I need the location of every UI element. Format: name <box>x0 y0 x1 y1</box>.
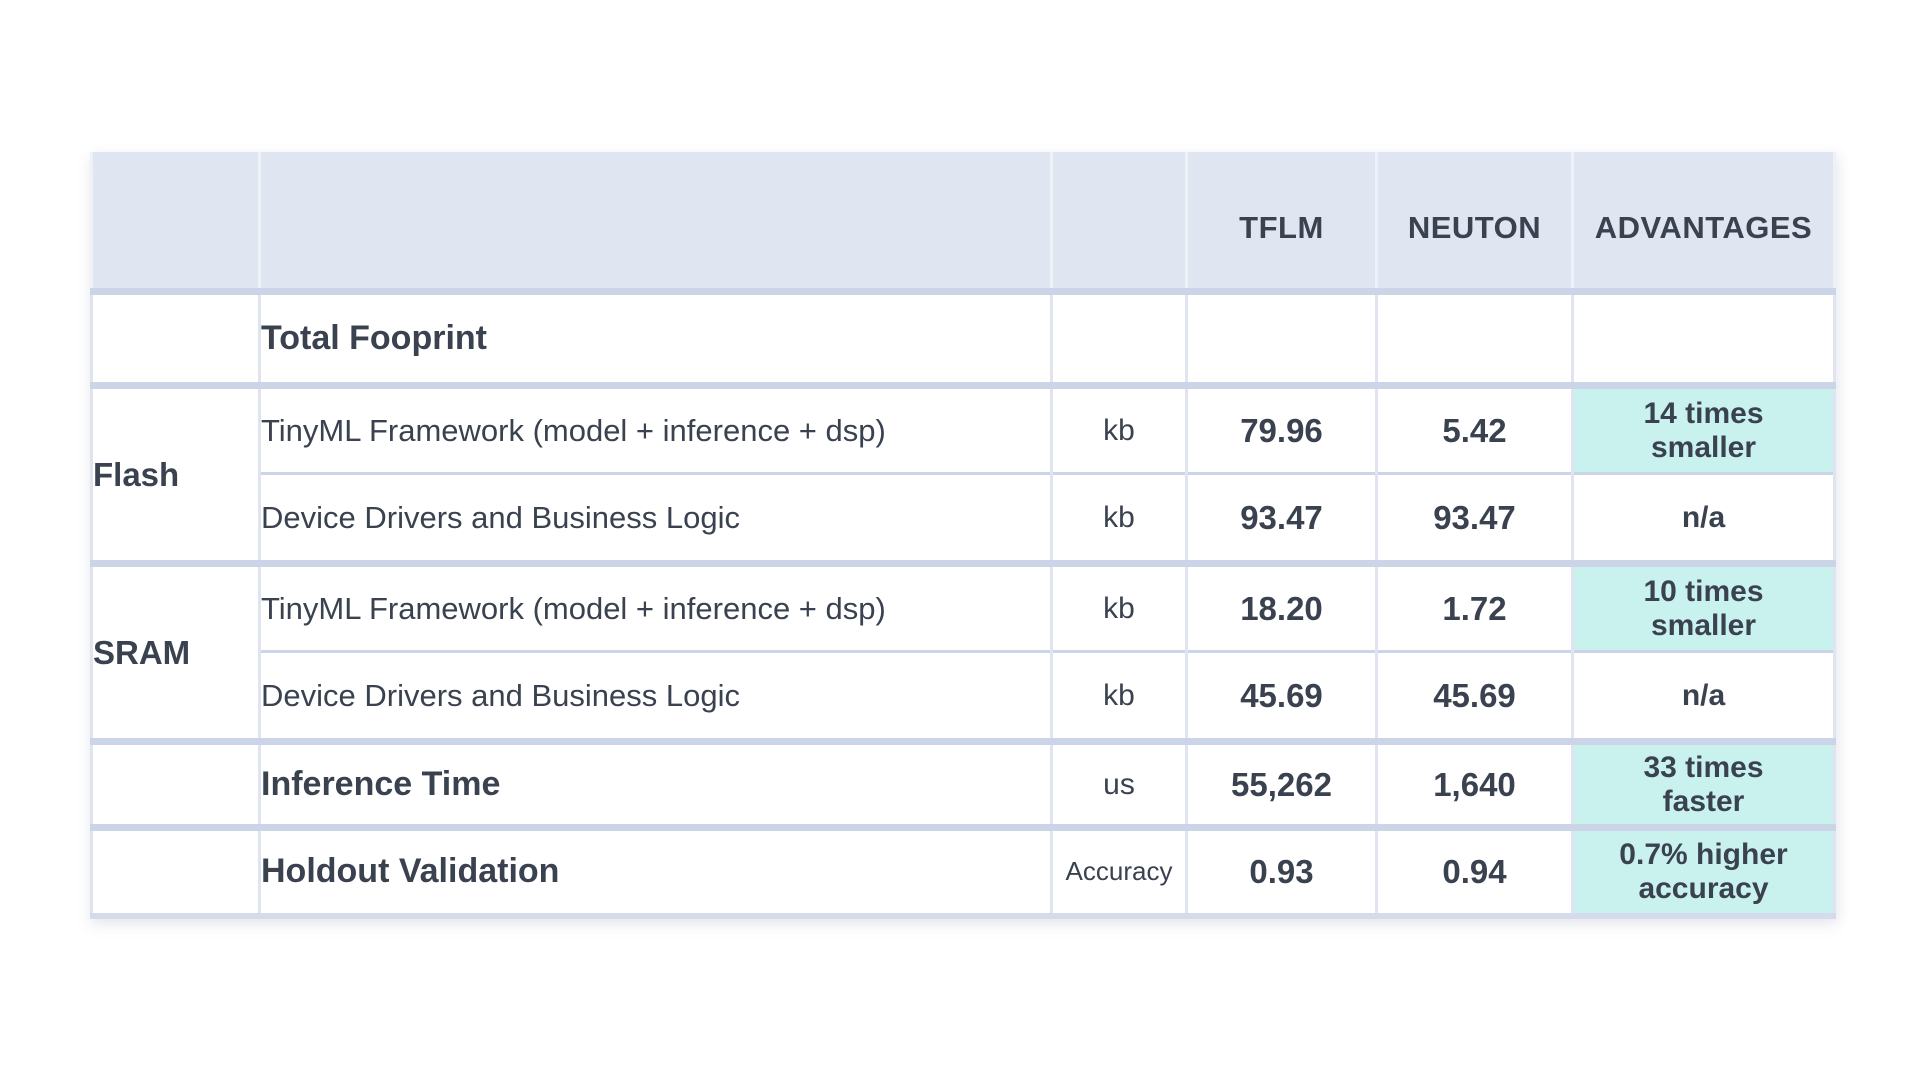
column-header-neuton: NEUTON <box>1375 152 1574 292</box>
empty-unit-cell <box>1050 288 1188 386</box>
header-cell-group <box>90 152 261 292</box>
column-header-advantages: ADVANTAGES <box>1571 152 1836 292</box>
empty-group-cell <box>90 288 261 386</box>
metric-label: TinyML Framework (model + inference + ds… <box>258 382 1053 474</box>
advantage-highlight-cell: 14 times smaller <box>1571 382 1836 474</box>
advantage-highlight-cell: 10 times smaller <box>1571 560 1836 652</box>
table-row-sram-tinyml: SRAM TinyML Framework (model + inference… <box>90 560 1836 742</box>
advantage-cell: n/a <box>1571 472 1836 564</box>
empty-group-cell <box>90 824 261 916</box>
unit-cell: kb <box>1050 560 1188 652</box>
empty-neuton-cell <box>1375 288 1574 386</box>
unit-cell: kb <box>1050 650 1188 742</box>
neuton-value: 93.47 <box>1375 472 1574 564</box>
group-label-flash: Flash <box>90 382 261 564</box>
metric-label: Device Drivers and Business Logic <box>258 472 1053 564</box>
unit-cell: kb <box>1050 472 1188 564</box>
comparison-table-container: TFLM NEUTON ADVANTAGES Total Fooprint Fl… <box>90 152 1836 919</box>
table-row-flash-tinyml: Flash TinyML Framework (model + inferenc… <box>90 382 1836 564</box>
advantage-highlight-cell: 33 times faster <box>1571 738 1836 828</box>
tflm-value: 0.93 <box>1185 824 1378 916</box>
tflm-value: 93.47 <box>1185 472 1378 564</box>
tflm-value: 55,262 <box>1185 738 1378 828</box>
row-label-inference-time: Inference Time <box>258 738 1053 828</box>
table-row-sram-drivers: Device Drivers and Business Logic kb 45.… <box>92 650 1836 742</box>
row-label-total-footprint: Total Fooprint <box>258 288 1053 386</box>
table-row-total-footprint: Total Fooprint <box>90 288 1836 386</box>
tflm-value: 18.20 <box>1185 560 1378 652</box>
neuton-value: 0.94 <box>1375 824 1574 916</box>
advantage-cell: n/a <box>1571 650 1836 742</box>
empty-group-cell <box>90 738 261 828</box>
metric-label: TinyML Framework (model + inference + ds… <box>258 560 1053 652</box>
empty-advantage-cell <box>1571 288 1836 386</box>
header-cell-metric <box>258 152 1053 292</box>
table-row-holdout-validation: Holdout Validation Accuracy 0.93 0.94 0.… <box>90 824 1836 916</box>
row-label-holdout-validation: Holdout Validation <box>258 824 1053 916</box>
tflm-value: 79.96 <box>1185 382 1378 474</box>
tflm-value: 45.69 <box>1185 650 1378 742</box>
unit-cell: Accuracy <box>1050 824 1188 916</box>
unit-cell: kb <box>1050 382 1188 474</box>
neuton-value: 5.42 <box>1375 382 1574 474</box>
empty-tflm-cell <box>1185 288 1378 386</box>
table-row-inference-time: Inference Time us 55,262 1,640 33 times … <box>90 738 1836 828</box>
neuton-value: 1.72 <box>1375 560 1574 652</box>
comparison-table: TFLM NEUTON ADVANTAGES Total Fooprint Fl… <box>90 152 1836 919</box>
neuton-value: 1,640 <box>1375 738 1574 828</box>
header-row: TFLM NEUTON ADVANTAGES <box>90 152 1836 292</box>
header-cell-unit <box>1050 152 1188 292</box>
unit-cell: us <box>1050 738 1188 828</box>
group-label-sram: SRAM <box>90 560 261 742</box>
neuton-value: 45.69 <box>1375 650 1574 742</box>
table-row-flash-drivers: Device Drivers and Business Logic kb 93.… <box>92 472 1836 564</box>
column-header-tflm: TFLM <box>1185 152 1378 292</box>
metric-label: Device Drivers and Business Logic <box>258 650 1053 742</box>
advantage-highlight-cell: 0.7% higher accuracy <box>1571 824 1836 916</box>
